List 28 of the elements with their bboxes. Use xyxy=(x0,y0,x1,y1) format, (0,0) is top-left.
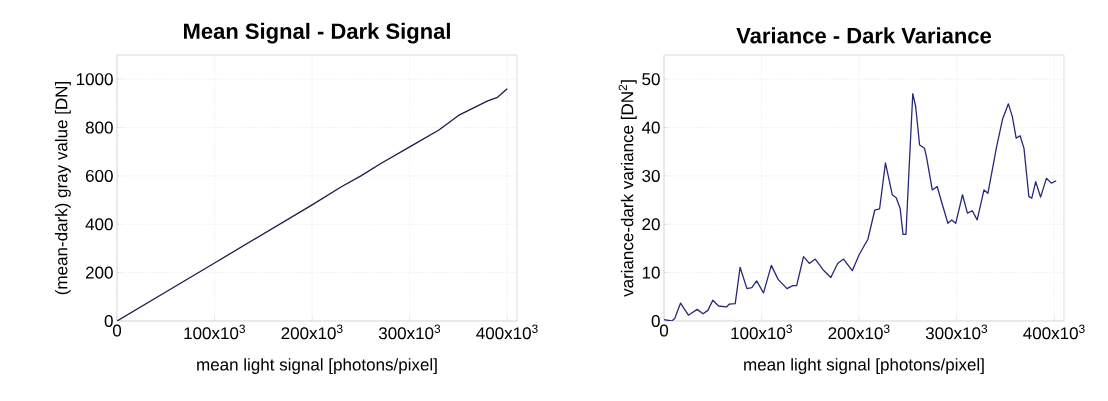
x-tick-label: 0 xyxy=(112,324,122,337)
y-tick-label: 0 xyxy=(104,314,113,328)
x-tick-label: 400x10$^{3}$ xyxy=(1023,324,1085,340)
x-axis-title: mean light signal [photons/pixel] xyxy=(197,358,437,374)
x-tick-label: 200x10$^{3}$ xyxy=(281,324,343,340)
x-tick-label: 400x10$^{3}$ xyxy=(476,324,538,340)
y-tick-label: 50 xyxy=(642,73,660,86)
x-tick-label: 100x10$^{3}$ xyxy=(731,324,792,340)
chart-title: Variance - Dark Variance xyxy=(736,27,992,44)
y-tick-label: 800 xyxy=(85,121,113,134)
x-tick-label: 100x10$^{3}$ xyxy=(184,324,245,340)
y-tick-label: 1000 xyxy=(76,73,113,86)
x-tick-label: 300x10$^{3}$ xyxy=(378,324,441,340)
y-axis-title: variance-dark variance [DN$^{2}$] xyxy=(618,80,637,297)
y-tick-label: 200 xyxy=(85,266,113,279)
y-tick-label: 0 xyxy=(651,314,660,328)
y-tick-label: 20 xyxy=(642,218,660,231)
y-tick-label: 30 xyxy=(642,169,660,182)
x-tick-label: 300x10$^{3}$ xyxy=(925,324,988,340)
x-tick-label: 200x10$^{3}$ xyxy=(828,324,890,340)
x-axis-title: mean light signal [photons/pixel] xyxy=(744,358,984,374)
y-tick-label: 10 xyxy=(642,266,660,279)
x-tick-label: 0 xyxy=(659,324,669,337)
y-tick-label: 40 xyxy=(641,121,660,134)
chart-title: Mean Signal - Dark Signal xyxy=(184,22,450,44)
y-tick-label: 400 xyxy=(85,218,113,231)
y-tick-label: 600 xyxy=(85,169,113,182)
y-axis-title: (mean-dark) gray value [DN] xyxy=(54,82,71,295)
